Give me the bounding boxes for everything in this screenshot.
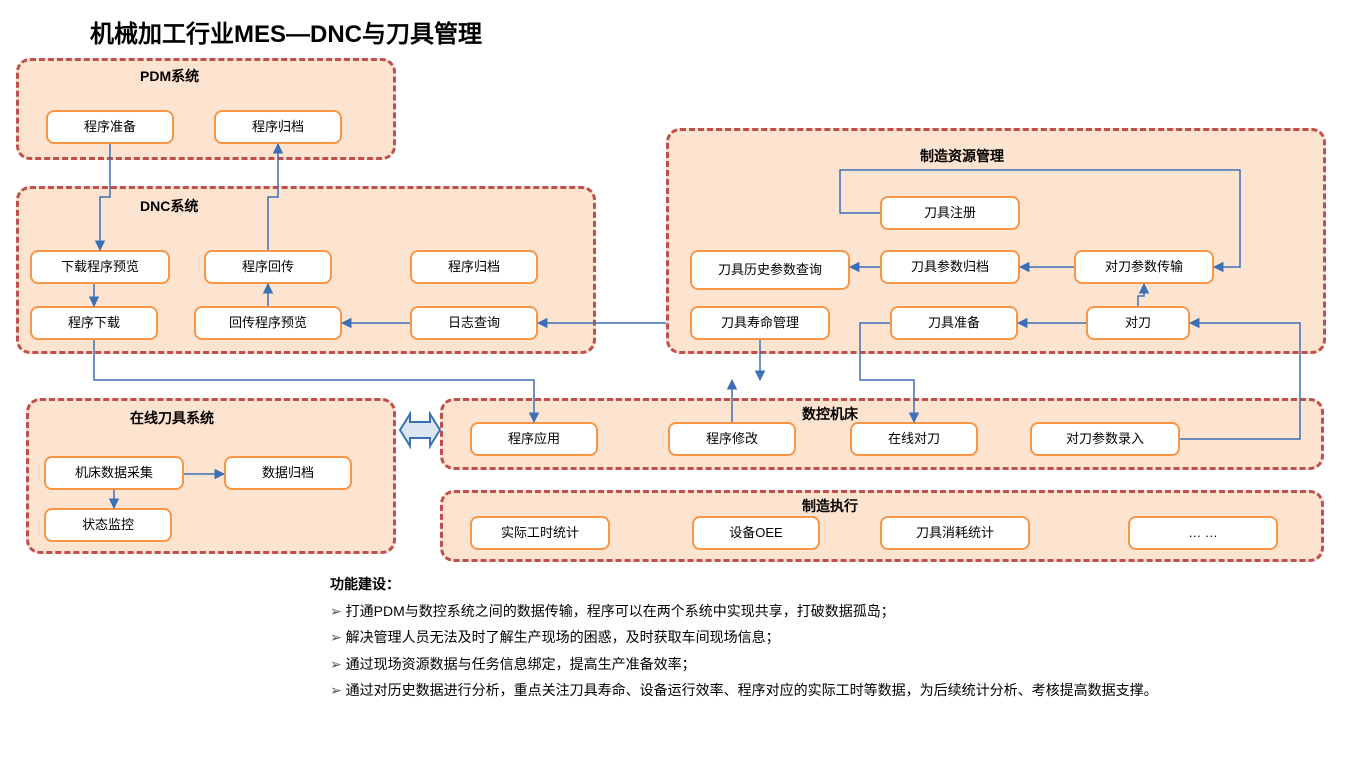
node-n_ex_more: … … [1128,516,1278,550]
node-n_res_archp: 刀具参数归档 [880,250,1020,284]
node-n_dnc_log: 日志查询 [410,306,538,340]
node-n_cnc_edit: 程序修改 [668,422,796,456]
node-n_res_calib: 对刀 [1086,306,1190,340]
node-n_ex_oee: 设备OEE [692,516,820,550]
double-arrow-icon [400,414,440,446]
node-n_pdm_arch: 程序归档 [214,110,342,144]
group-title-res: 制造资源管理 [920,146,1004,166]
node-n_cnc_online: 在线对刀 [850,422,978,456]
bullet-item: 通过对历史数据进行分析，重点关注刀具寿命、设备运行效率、程序对应的实际工时等数据… [330,679,1210,701]
node-n_dnc_backprev: 回传程序预览 [194,306,342,340]
node-n_res_trans: 对刀参数传输 [1074,250,1214,284]
node-n_res_histq: 刀具历史参数查询 [690,250,850,290]
node-n_pdm_prep: 程序准备 [46,110,174,144]
node-n_dnc_dl: 程序下载 [30,306,158,340]
group-title-dnc: DNC系统 [140,196,198,216]
group-title-online: 在线刀具系统 [130,408,214,428]
node-n_ol_monitor: 状态监控 [44,508,172,542]
group-title-cnc: 数控机床 [802,404,858,424]
bullets-header: 功能建设： [330,574,1210,594]
group-pdm [16,58,396,160]
bullet-item: 解决管理人员无法及时了解生产现场的困惑，及时获取车间现场信息； [330,626,1210,648]
node-n_dnc_dlprev: 下载程序预览 [30,250,170,284]
bullets-block: 功能建设： 打通PDM与数控系统之间的数据传输，程序可以在两个系统中实现共享，打… [330,574,1210,706]
bullet-item: 通过现场资源数据与任务信息绑定，提高生产准备效率； [330,653,1210,675]
group-title-pdm: PDM系统 [140,66,199,86]
node-n_ex_tool: 刀具消耗统计 [880,516,1030,550]
node-n_dnc_arch: 程序归档 [410,250,538,284]
node-n_ex_hours: 实际工时统计 [470,516,610,550]
node-n_ol_arch: 数据归档 [224,456,352,490]
node-n_cnc_apply: 程序应用 [470,422,598,456]
node-n_dnc_back: 程序回传 [204,250,332,284]
node-n_res_life: 刀具寿命管理 [690,306,830,340]
node-n_res_prep: 刀具准备 [890,306,1018,340]
page-title: 机械加工行业MES—DNC与刀具管理 [90,14,482,49]
bullets-list: 打通PDM与数控系统之间的数据传输，程序可以在两个系统中实现共享，打破数据孤岛；… [330,600,1210,702]
group-title-exec: 制造执行 [802,496,858,516]
node-n_ol_collect: 机床数据采集 [44,456,184,490]
bullet-item: 打通PDM与数控系统之间的数据传输，程序可以在两个系统中实现共享，打破数据孤岛； [330,600,1210,622]
node-n_res_reg: 刀具注册 [880,196,1020,230]
node-n_cnc_input: 对刀参数录入 [1030,422,1180,456]
